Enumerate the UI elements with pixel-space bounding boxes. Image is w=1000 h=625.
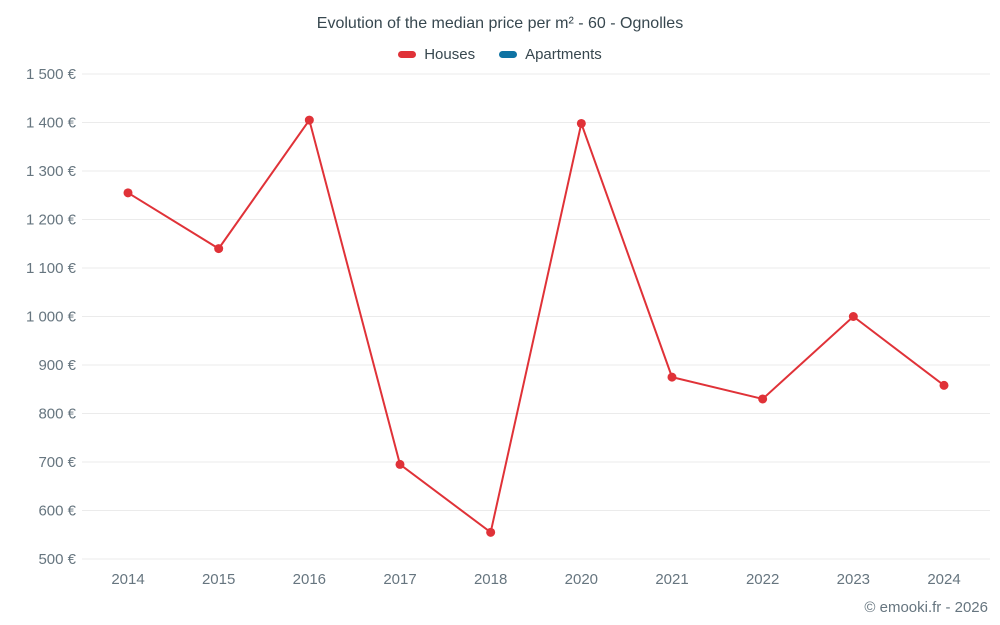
x-tick-label: 2024 (927, 571, 960, 588)
attribution: © emooki.fr - 2026 (864, 599, 988, 616)
data-point[interactable] (667, 372, 677, 382)
data-point[interactable] (486, 527, 496, 537)
data-point[interactable] (304, 115, 314, 125)
y-tick-label: 1 100 € (26, 260, 77, 277)
y-tick-label: 500 € (38, 551, 76, 568)
x-tick-label: 2017 (383, 571, 416, 588)
y-tick-label: 900 € (38, 357, 76, 374)
x-tick-label: 2020 (565, 571, 598, 588)
y-tick-label: 1 000 € (26, 309, 77, 326)
data-point[interactable] (576, 118, 586, 128)
x-tick-label: 2023 (837, 571, 870, 588)
x-tick-label: 2014 (111, 571, 144, 588)
chart-title: Evolution of the median price per m² - 6… (316, 15, 684, 32)
data-point[interactable] (939, 380, 949, 390)
x-tick-label: 2015 (202, 571, 235, 588)
x-tick-label: 2022 (746, 571, 779, 588)
x-tick-label: 2016 (293, 571, 326, 588)
legend-label-houses: Houses (424, 46, 476, 63)
legend-item-apartments[interactable]: Apartments (499, 46, 602, 63)
y-tick-label: 700 € (38, 454, 76, 471)
legend-item-houses[interactable]: Houses (398, 46, 475, 63)
y-tick-label: 1 200 € (26, 212, 77, 229)
data-point[interactable] (758, 394, 768, 404)
data-point[interactable] (214, 244, 224, 254)
legend-label-apartments: Apartments (525, 46, 602, 63)
y-tick-label: 1 400 € (26, 115, 77, 132)
data-point[interactable] (123, 188, 133, 198)
y-tick-label: 600 € (38, 503, 76, 520)
y-tick-label: 800 € (38, 406, 76, 423)
y-tick-label: 1 300 € (26, 163, 77, 180)
x-tick-label: 2018 (474, 571, 507, 588)
y-tick-label: 1 500 € (26, 66, 77, 83)
data-point[interactable] (395, 459, 405, 469)
apartments-series-swatch-icon (499, 51, 518, 58)
series-line-houses (127, 117, 945, 535)
houses-series-swatch-icon (398, 51, 417, 58)
x-tick-label: 2021 (655, 571, 688, 588)
legend: Houses Apartments (0, 46, 1000, 63)
data-point[interactable] (848, 312, 858, 321)
